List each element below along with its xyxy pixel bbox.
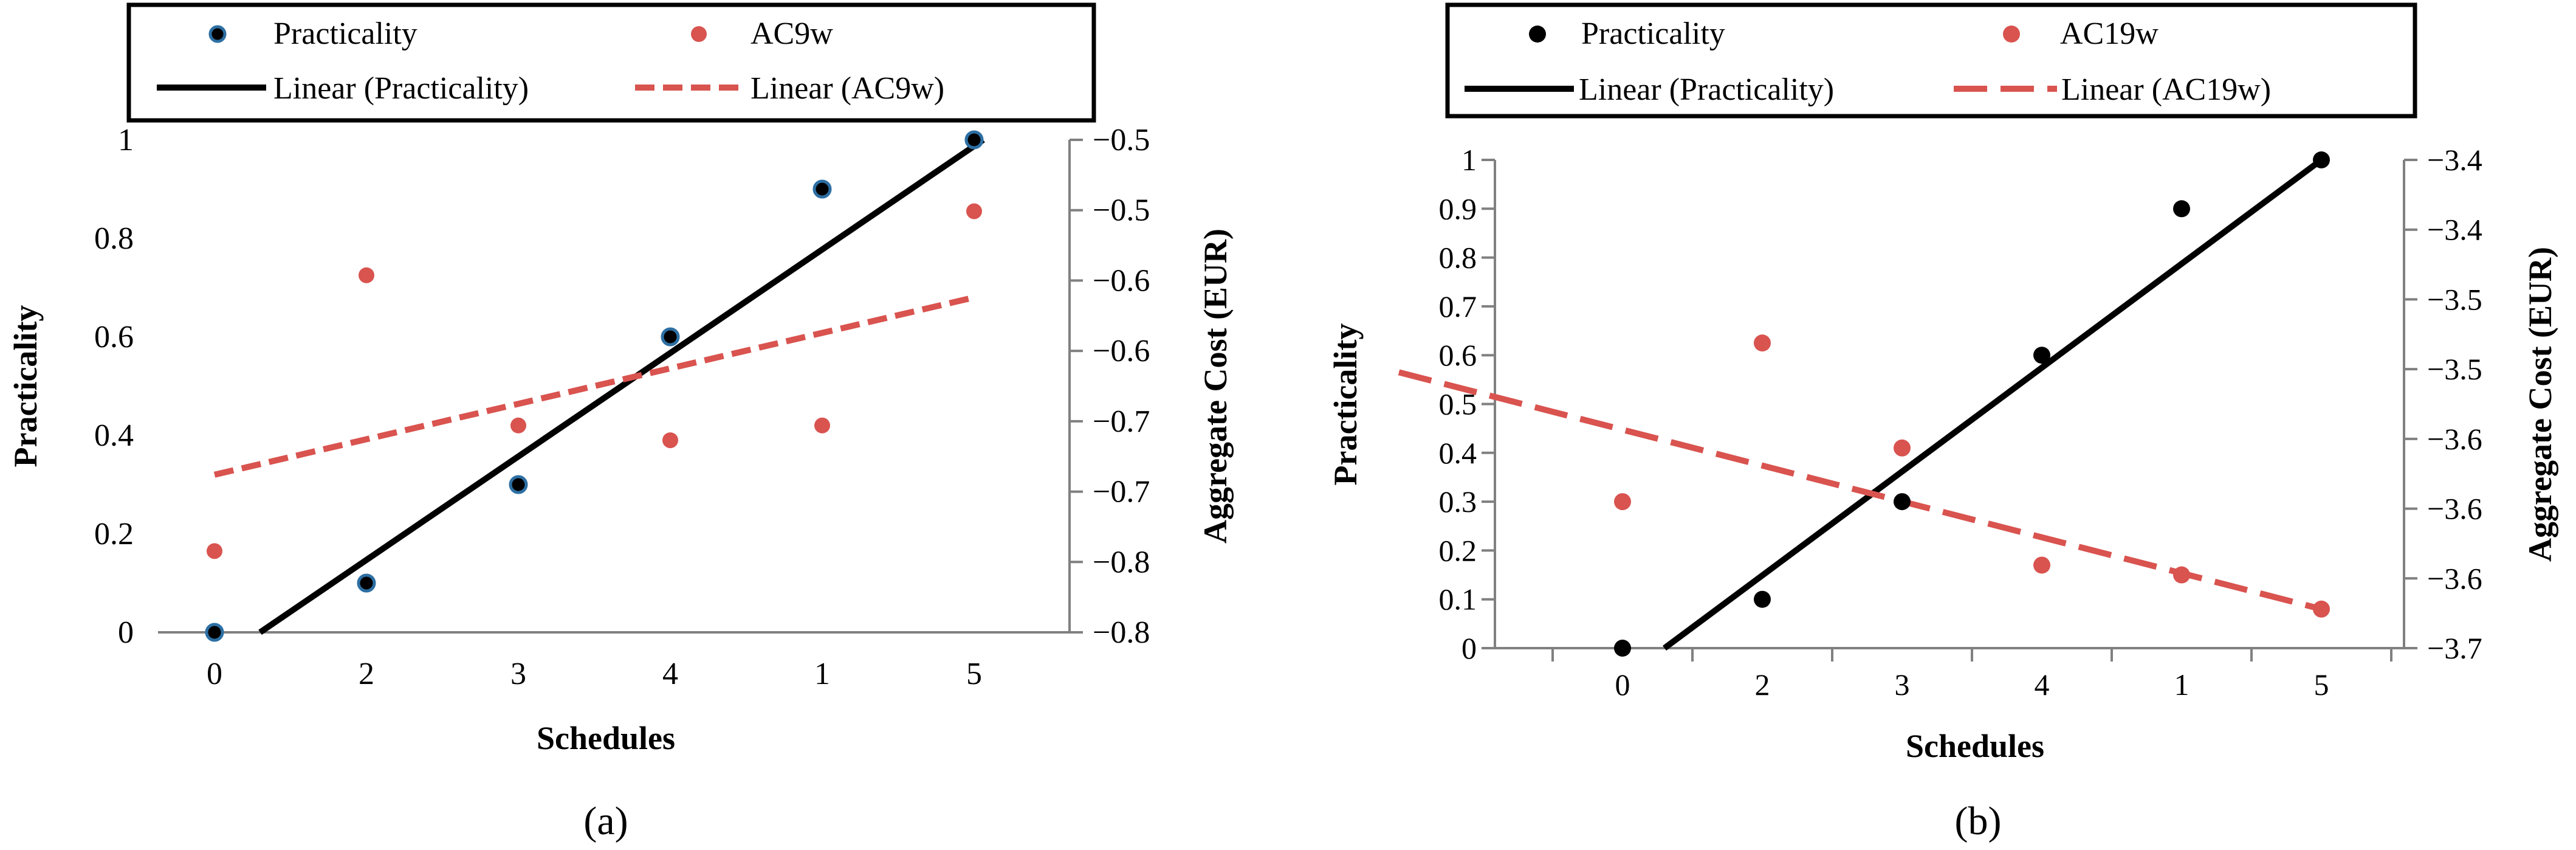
data-point-ac xyxy=(1754,334,1771,352)
data-point-ac xyxy=(1894,439,1911,457)
data-point-ac xyxy=(1614,493,1631,511)
x-tick-label: 0 xyxy=(207,657,222,691)
legend-b-practicality-marker xyxy=(1529,26,1546,43)
data-point-practicality xyxy=(1894,493,1911,511)
x-tick-label: 3 xyxy=(1895,668,1910,702)
data-point-ac xyxy=(2313,600,2330,618)
x-tick-label: 2 xyxy=(1755,668,1770,702)
y-tick-label-left: 0.2 xyxy=(1439,533,1477,567)
y-axis-left-label-b: Practicality xyxy=(1327,323,1364,486)
y-tick-label-left: 1 xyxy=(1461,143,1477,177)
data-point-ac xyxy=(2173,566,2190,584)
x-tick-label: 5 xyxy=(2314,668,2329,702)
y-tick-label-right: −3.5 xyxy=(2427,352,2482,386)
y-tick-label-right: −0.5 xyxy=(1093,193,1150,228)
data-point-practicality xyxy=(2313,151,2330,168)
x-tick-label: 5 xyxy=(966,657,982,691)
legend-a: Practicality AC9w Linear (Practicality) … xyxy=(126,2,1096,123)
data-point-practicality xyxy=(2033,347,2050,364)
legend-a-practicality-marker xyxy=(208,25,227,43)
y-tick-label-right: −0.5 xyxy=(1093,123,1150,157)
trendline-practicality xyxy=(258,137,985,635)
data-point-practicality xyxy=(1614,640,1631,657)
trendline-ac xyxy=(1398,369,2323,612)
data-point-ac xyxy=(814,417,830,434)
y-tick-label-left: 0.6 xyxy=(94,320,134,354)
data-point-practicality xyxy=(964,130,984,150)
y-tick-label-left: 0.2 xyxy=(94,517,134,551)
y-tick-label-right: −3.6 xyxy=(2427,492,2482,526)
y-tick-label-left: 0 xyxy=(118,615,134,650)
y-tick-label-left: 0 xyxy=(1461,631,1477,665)
data-point-practicality xyxy=(509,475,528,494)
y-axis-right-label-a: Aggregate Cost (EUR) xyxy=(1197,229,1234,544)
legend-a-linear-ac-label: Linear (AC9w) xyxy=(750,71,944,106)
y-axis-right-label-b: Aggregate Cost (EUR) xyxy=(2522,247,2558,562)
legend-a-ac-label: AC9w xyxy=(750,16,833,51)
y-tick-label-right: −0.6 xyxy=(1093,263,1150,298)
x-tick-label: 4 xyxy=(2035,668,2050,702)
y-tick-label-left: 1 xyxy=(118,123,134,157)
y-tick-label-right: −0.6 xyxy=(1093,334,1150,368)
data-point-ac xyxy=(510,417,526,434)
y-tick-label-right: −3.7 xyxy=(2427,631,2482,665)
y-tick-label-left: 0.8 xyxy=(94,221,134,256)
data-point-ac xyxy=(359,267,374,283)
data-point-practicality xyxy=(357,573,376,593)
legend-b: Practicality AC19w Linear (Practicality)… xyxy=(1445,2,2417,119)
panel-label-b: (b) xyxy=(1955,799,2002,843)
data-point-practicality xyxy=(812,179,832,199)
y-tick-label-right: −3.6 xyxy=(2427,422,2482,456)
y-tick-label-right: −0.7 xyxy=(1093,404,1150,439)
y-tick-label-right: −0.7 xyxy=(1093,475,1150,510)
y-tick-label-left: 0.1 xyxy=(1439,582,1477,617)
y-tick-label-left: 0.3 xyxy=(1439,485,1477,519)
x-tick-label: 1 xyxy=(814,657,830,691)
legend-b-practicality-label: Practicality xyxy=(1581,16,1725,51)
panel-label-a: (a) xyxy=(583,799,628,843)
data-point-ac xyxy=(662,432,678,449)
y-tick-label-right: −3.4 xyxy=(2427,143,2482,177)
x-tick-label: 4 xyxy=(662,657,678,691)
data-point-ac xyxy=(207,543,222,559)
data-point-ac xyxy=(2033,556,2050,574)
y-tick-label-left: 0.7 xyxy=(1439,289,1477,323)
x-tick-label: 3 xyxy=(510,657,526,691)
chart-panel-a: Practicality AC9w Linear (Practicality) … xyxy=(7,2,1234,843)
legend-b-linear-ac-label: Linear (AC19w) xyxy=(2061,72,2271,107)
x-tick-label: 1 xyxy=(2174,668,2190,702)
data-point-practicality xyxy=(205,623,224,642)
x-axis-label-a: Schedules xyxy=(537,720,675,756)
data-point-practicality xyxy=(1754,590,1771,608)
trendline-ac xyxy=(213,294,975,478)
y-tick-label-right: −3.4 xyxy=(2427,213,2482,247)
y-axis-left-label-a: Practicality xyxy=(7,305,44,468)
trendline-practicality xyxy=(1663,157,2323,651)
y-tick-label-right: −3.6 xyxy=(2427,561,2482,595)
y-tick-label-left: 0.6 xyxy=(1439,338,1477,372)
y-tick-label-right: −0.8 xyxy=(1093,545,1150,579)
x-tick-label: 0 xyxy=(1615,668,1630,702)
legend-a-linear-practicality-label: Linear (Practicality) xyxy=(273,71,529,106)
y-tick-label-right: −3.5 xyxy=(2427,282,2482,316)
legend-b-ac-marker xyxy=(2003,26,2020,43)
data-point-practicality xyxy=(2173,200,2190,218)
data-point-practicality xyxy=(661,327,680,347)
y-tick-label-left: 0.4 xyxy=(1439,436,1477,470)
x-tick-label: 2 xyxy=(359,657,374,691)
y-tick-label-left: 0.4 xyxy=(94,418,134,453)
y-tick-label-right: −0.8 xyxy=(1093,615,1150,650)
y-tick-label-left: 0.9 xyxy=(1439,192,1477,226)
legend-b-ac-label: AC19w xyxy=(2060,16,2159,51)
data-point-ac xyxy=(966,203,982,219)
chart-panel-b: Practicality AC19w Linear (Practicality)… xyxy=(1327,2,2558,843)
legend-b-linear-practicality-label: Linear (Practicality) xyxy=(1579,72,1834,107)
y-tick-label-left: 0.8 xyxy=(1439,241,1477,275)
x-axis-label-b: Schedules xyxy=(1906,728,2044,764)
legend-a-practicality-label: Practicality xyxy=(273,16,417,51)
legend-a-ac-marker xyxy=(691,26,707,42)
